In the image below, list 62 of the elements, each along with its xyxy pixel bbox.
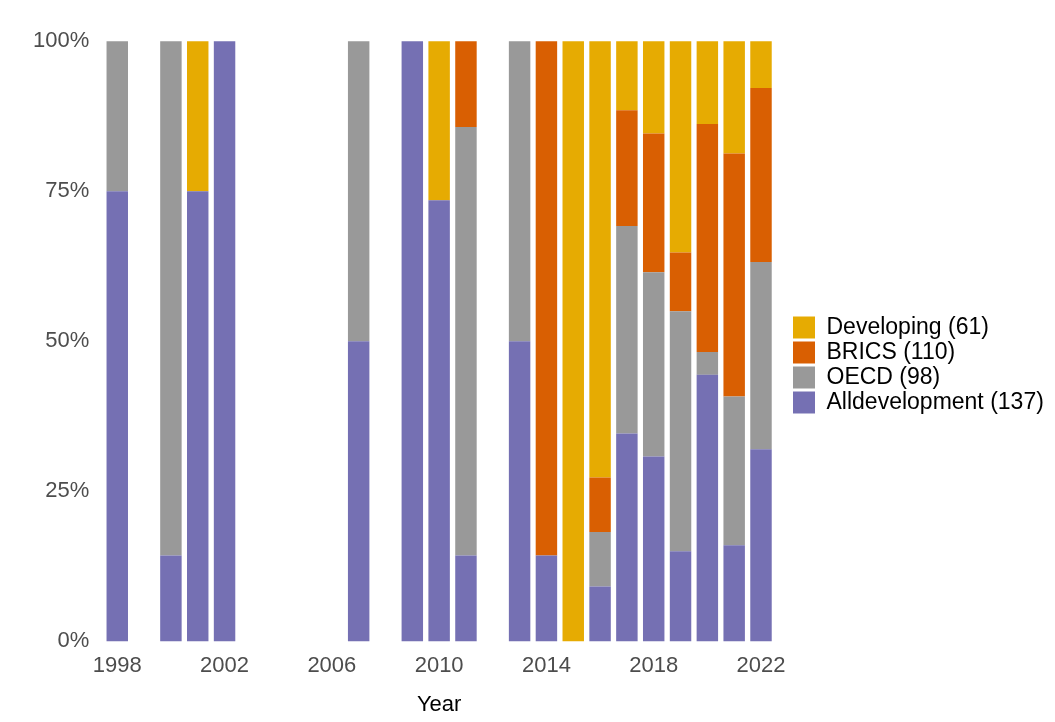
bar — [642, 456, 665, 642]
bar — [428, 200, 450, 642]
bar — [562, 41, 584, 642]
bar — [347, 341, 370, 642]
bar — [508, 341, 531, 642]
bar — [696, 374, 719, 642]
bar — [723, 153, 745, 397]
bar — [160, 555, 182, 642]
bar — [616, 110, 638, 226]
y-tick-label: 100% — [32, 27, 90, 53]
x-tick-label: 2014 — [521, 652, 571, 678]
bar — [696, 41, 719, 124]
bar — [213, 41, 236, 642]
bar — [750, 41, 772, 88]
bar — [696, 124, 719, 352]
bar — [589, 586, 611, 642]
bar — [187, 191, 209, 642]
bar — [106, 41, 128, 192]
bar — [160, 41, 182, 556]
bar — [616, 41, 638, 111]
bar — [696, 352, 719, 375]
bar — [401, 41, 424, 642]
bar — [347, 41, 370, 342]
bar — [723, 41, 745, 154]
x-tick-label: 2022 — [736, 652, 786, 678]
bar — [750, 262, 772, 450]
bar — [535, 555, 558, 642]
bar — [428, 41, 450, 201]
bar — [616, 226, 638, 434]
x-tick-label: 2018 — [629, 652, 679, 678]
x-tick-label: 2010 — [414, 652, 464, 678]
x-axis-title: Year — [416, 690, 462, 716]
bar — [642, 133, 665, 273]
bar — [616, 433, 638, 642]
bar — [750, 449, 772, 642]
x-tick-label: 2002 — [200, 652, 250, 678]
x-tick-label: 1998 — [92, 652, 142, 678]
bar — [750, 88, 772, 262]
bar — [455, 127, 477, 556]
bar — [187, 41, 209, 192]
bar — [669, 252, 692, 312]
bar — [106, 191, 128, 642]
bar — [508, 41, 531, 342]
x-tick-label: 2006 — [307, 652, 357, 678]
bar — [589, 41, 611, 478]
bar — [589, 477, 611, 532]
bar — [669, 551, 692, 642]
bar — [669, 41, 692, 253]
bar — [535, 41, 558, 556]
bar — [642, 272, 665, 457]
bar — [455, 555, 477, 642]
bar — [642, 41, 665, 134]
bar — [589, 532, 611, 587]
bar — [723, 396, 745, 546]
bar — [723, 545, 745, 642]
legend-label: Developing (61) — [826, 312, 989, 339]
y-tick-label: 50% — [45, 327, 90, 353]
y-tick-label: 25% — [45, 477, 90, 503]
bar — [669, 311, 692, 552]
y-tick-label: 75% — [45, 177, 90, 203]
bar — [455, 41, 477, 127]
y-tick-label: 0% — [57, 627, 90, 653]
